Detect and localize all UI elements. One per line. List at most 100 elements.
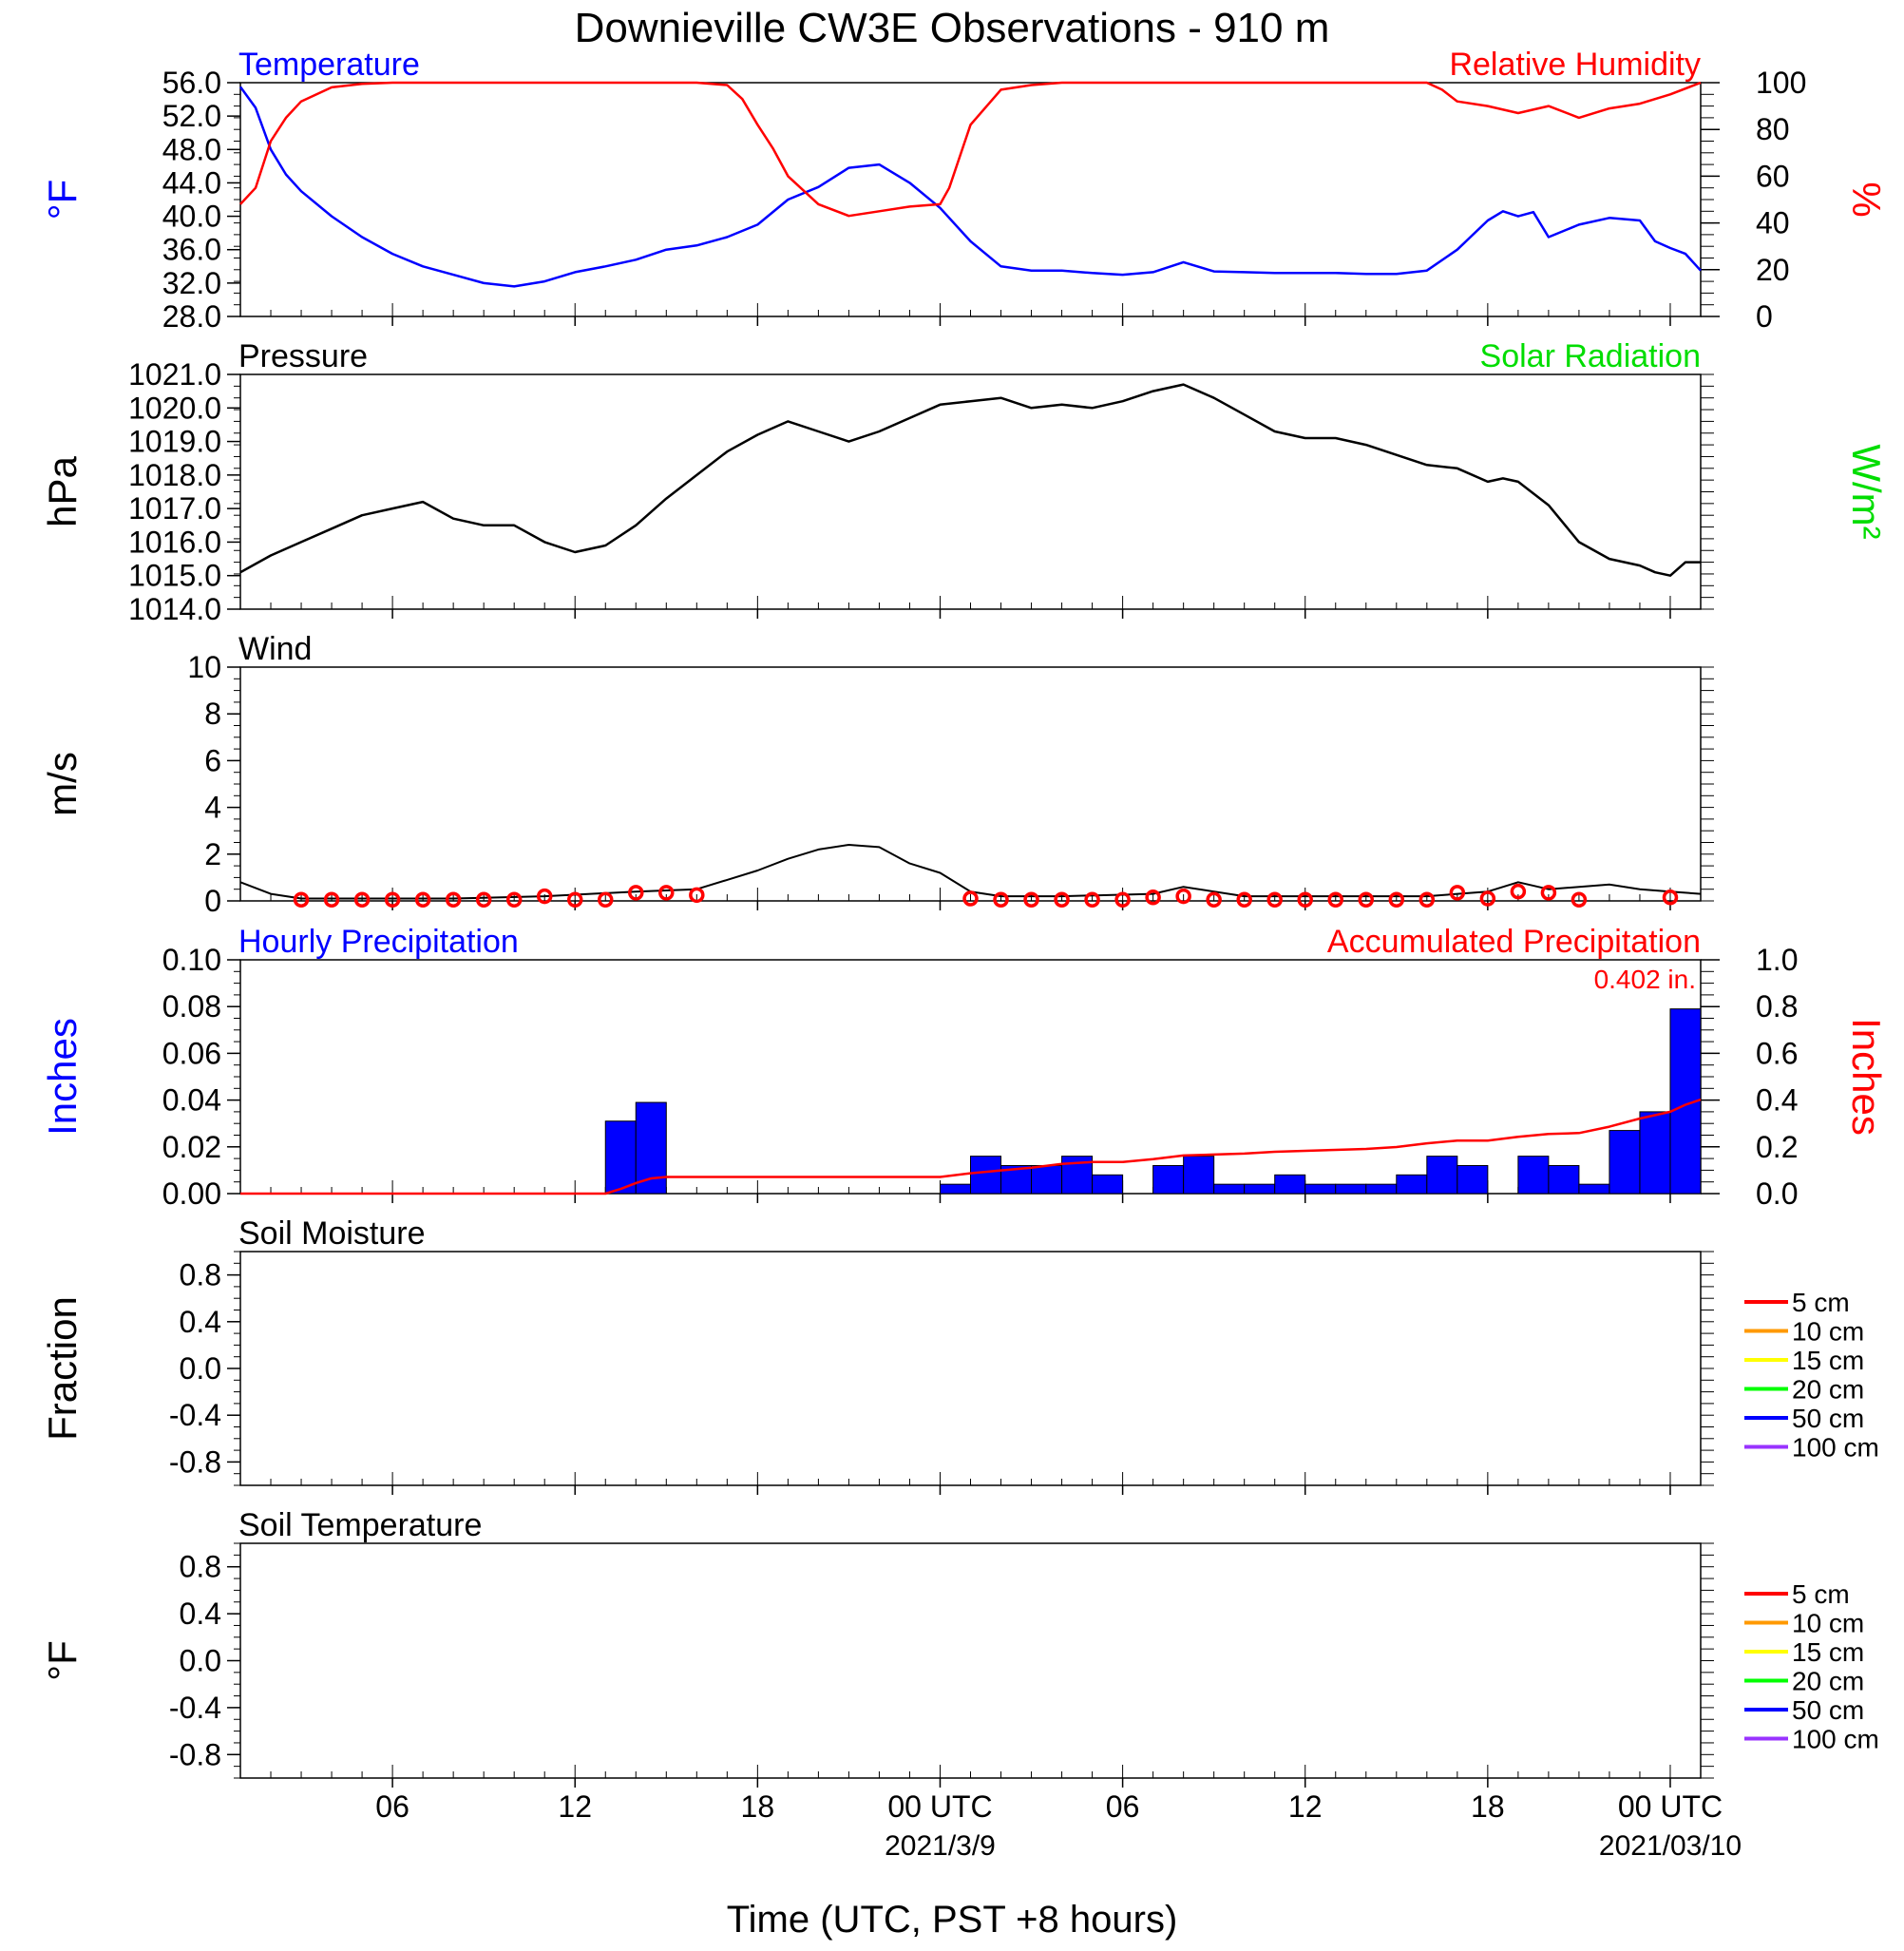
y-tick-label-right: 20 (1756, 253, 1790, 287)
precip-bar (1304, 1183, 1337, 1195)
y-tick-label-right: 0.4 (1756, 1083, 1798, 1118)
precip-bar (970, 1156, 1002, 1195)
panel-title-left: Temperature (238, 47, 420, 83)
x-tick-label: 12 (558, 1789, 592, 1824)
wind-marker (1054, 891, 1070, 909)
precip-bar (1548, 1164, 1580, 1195)
y-tick-label: 6 (204, 743, 221, 777)
wind-marker (1114, 891, 1131, 909)
panel-title-left: Pressure (238, 338, 368, 374)
panel-title-left: Wind (238, 631, 312, 667)
legend-label: 5 cm (1792, 1579, 1850, 1609)
y-tick-label-right: 40 (1756, 206, 1790, 240)
legend-label: 20 cm (1792, 1375, 1864, 1405)
precip-bar (1457, 1164, 1489, 1195)
y-tick-label-right: 1.0 (1756, 943, 1798, 977)
x-tick-date: 2021/03/10 (1599, 1830, 1742, 1862)
panel-pressure_solar: 1014.01015.01016.01017.01018.01019.01020… (40, 338, 1889, 626)
panel-soil_moisture: -0.8 -0.4 0.0 0.4 0.8 Soil Moisture Fraction 5 … (40, 1215, 1879, 1495)
wind-marker (1084, 891, 1100, 909)
y-tick-label: 1015.0 (128, 559, 221, 593)
x-tick-label: 00 UTC (1618, 1789, 1723, 1824)
wind-marker (323, 891, 340, 909)
y-tick-label: -0.8 (169, 1737, 221, 1771)
precip-bar (1183, 1156, 1215, 1195)
y-tick-label: 36.0 (162, 233, 221, 267)
x-tick-label: 06 (375, 1789, 409, 1824)
y-tick-label: -0.4 (169, 1398, 221, 1432)
wind-marker (628, 885, 644, 901)
y-tick-label: 1019.0 (128, 425, 221, 459)
precip-bar (1335, 1183, 1367, 1195)
wind-marker (1297, 891, 1313, 909)
wind-marker (1540, 885, 1557, 901)
series-line-wind-speed (239, 844, 1702, 900)
y-tick-label: 0.00 (162, 1176, 221, 1211)
x-tick-label: 12 (1288, 1789, 1323, 1824)
y-tick-label: 0 (204, 884, 221, 918)
y-tick-label: 0.08 (162, 989, 221, 1023)
y-tick-label-right: 0.2 (1756, 1130, 1798, 1164)
x-tick-label: 18 (741, 1789, 775, 1824)
precip-bar (1213, 1183, 1246, 1195)
wind-marker (689, 887, 705, 904)
y-tick-label: 10 (187, 650, 221, 684)
legend-label: 15 cm (1792, 1637, 1864, 1667)
legend-label: 50 cm (1792, 1404, 1864, 1433)
precip-bar (1031, 1164, 1063, 1195)
precip-bar (1274, 1174, 1306, 1195)
wind-marker (1571, 891, 1588, 909)
wind-marker (1662, 889, 1679, 906)
wind-marker (598, 891, 614, 909)
y-axis-label: m/s (40, 752, 85, 816)
y-tick-label: 2 (204, 837, 221, 871)
panel-frame (239, 373, 1702, 610)
wind-marker (353, 891, 371, 909)
panel-temperature_humidity: 28.032.036.040.044.048.052.056.0 0 20 40 60 8… (40, 47, 1889, 334)
y-tick-label: 1014.0 (128, 592, 221, 626)
y-tick-label: -0.4 (169, 1691, 221, 1725)
wind-marker (475, 891, 492, 909)
wind-marker (658, 885, 675, 901)
wind-marker (1206, 891, 1222, 909)
y-tick-label: 52.0 (162, 99, 221, 133)
y-tick-label: 1016.0 (128, 525, 221, 559)
chart-title: Downieville CW3E Observations - 910 m (575, 5, 1330, 51)
panel-title-right: Solar Radiation (1480, 338, 1701, 374)
series-line-humidity (239, 81, 1702, 218)
y-tick-label: -0.8 (169, 1444, 221, 1479)
y-tick-label-right: 60 (1756, 159, 1790, 193)
precip-bar (604, 1120, 637, 1195)
series-line-pressure (239, 383, 1701, 577)
wind-marker (1145, 889, 1161, 906)
wind-marker (1418, 891, 1436, 909)
y-tick-label-right: 0.8 (1756, 989, 1798, 1023)
y-tick-label: 0.02 (162, 1130, 221, 1164)
wind-marker (566, 891, 583, 909)
y-tick-label: 4 (204, 791, 221, 825)
y-axis-label: °F (40, 180, 85, 220)
y-tick-label: 28.0 (162, 299, 221, 334)
x-tick-date: 2021/3/9 (885, 1830, 996, 1862)
legend-label: 5 cm (1792, 1288, 1850, 1317)
wind-marker (1327, 891, 1343, 909)
precip-bar (635, 1101, 667, 1195)
precip-bar (939, 1183, 972, 1195)
panel-frame (239, 1542, 1702, 1779)
y-tick-label: 32.0 (162, 266, 221, 300)
y-tick-label: 0.8 (180, 1550, 221, 1584)
wind-marker (1023, 891, 1039, 909)
y-tick-label: 8 (204, 697, 221, 731)
legend-label: 100 cm (1792, 1433, 1879, 1463)
precip-bar (1609, 1130, 1641, 1195)
y-axis-label: Inches (40, 1018, 85, 1136)
y-tick-label: 0.06 (162, 1036, 221, 1070)
y-tick-label: 44.0 (162, 165, 221, 200)
y-axis-label: °F (40, 1640, 85, 1680)
series-line-accumulated (240, 1098, 1702, 1195)
panel-title-right: Accumulated Precipitation (1327, 924, 1701, 960)
panel-title-left: Soil Moisture (238, 1215, 426, 1252)
y-tick-label: 1017.0 (128, 491, 221, 526)
panels: 28.032.036.040.044.048.052.056.002040608… (40, 47, 1889, 1788)
